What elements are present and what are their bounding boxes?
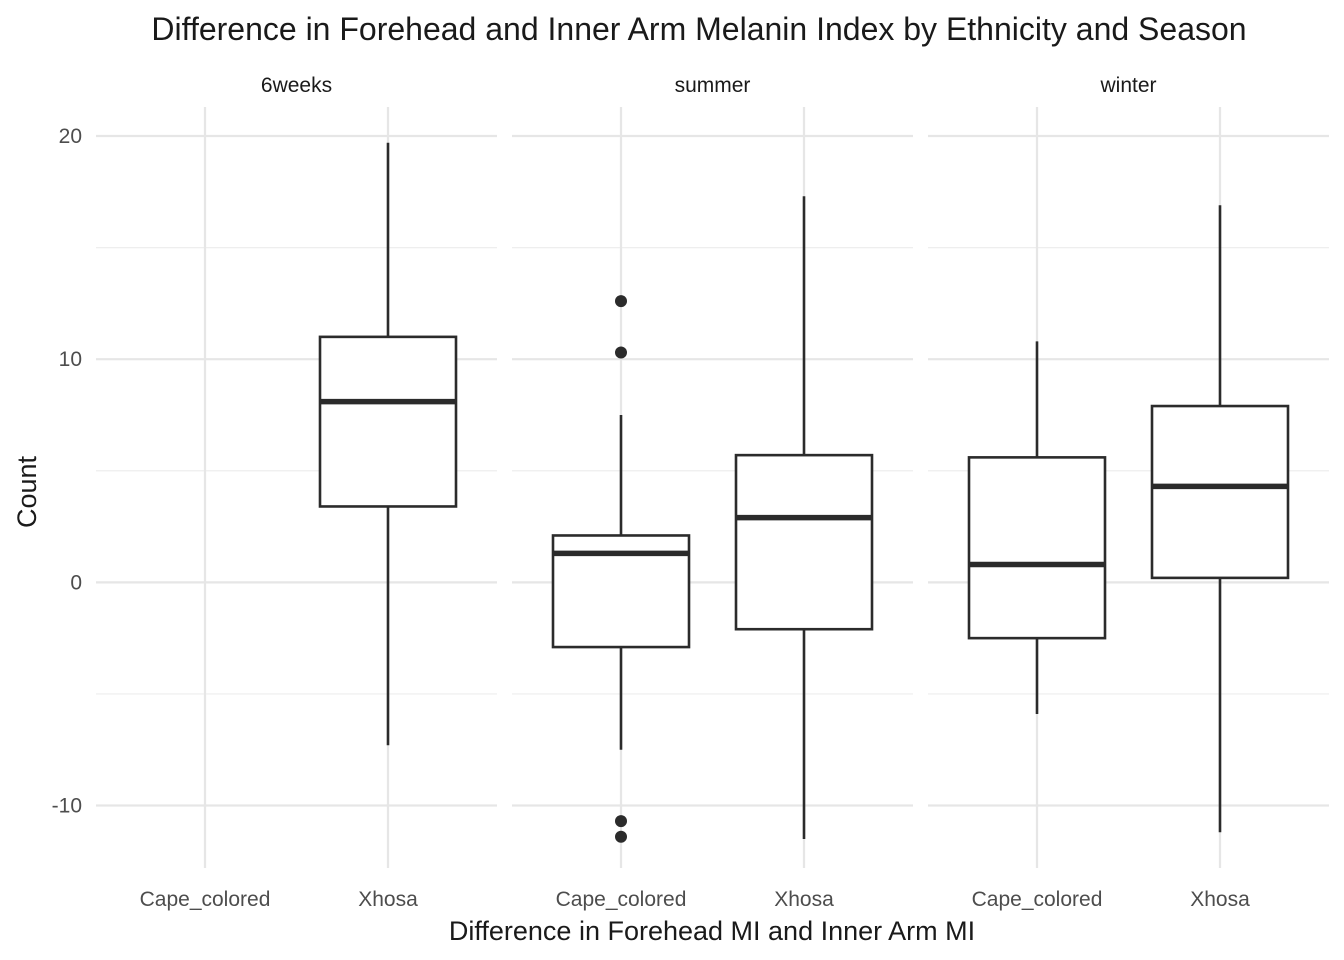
chart-title: Difference in Forehead and Inner Arm Mel… [151, 11, 1246, 47]
y-tick-label: -10 [52, 795, 82, 818]
x-tick-label: Cape_colored [140, 888, 271, 911]
box-outlier [615, 295, 627, 308]
x-tick-label: Cape_colored [556, 888, 687, 911]
y-tick-label: 10 [59, 348, 82, 371]
facet-label: winter [1099, 74, 1156, 97]
x-tick-label: Xhosa [1190, 888, 1250, 911]
box-iqr [1150, 404, 1290, 580]
plot-area: 6weeks Cape_colored Xhosa summer Cape_colore… [52, 74, 1329, 911]
y-axis-label: Count [12, 455, 42, 528]
box-iqr [318, 335, 458, 508]
box-outlier [615, 830, 627, 843]
box-iqr [734, 453, 874, 631]
y-tick-label: 0 [70, 571, 82, 594]
facet-label: 6weeks [261, 74, 332, 97]
box-iqr [967, 456, 1107, 640]
x-tick-label: Xhosa [774, 888, 834, 911]
x-tick-label: Xhosa [358, 888, 418, 911]
y-tick-label: 20 [59, 125, 82, 148]
x-tick-label: Cape_colored [972, 888, 1103, 911]
box-outlier [615, 346, 627, 359]
x-axis-label: Difference in Forehead MI and Inner Arm … [449, 916, 975, 946]
facet-label: summer [675, 74, 751, 97]
box-outlier [615, 815, 627, 828]
